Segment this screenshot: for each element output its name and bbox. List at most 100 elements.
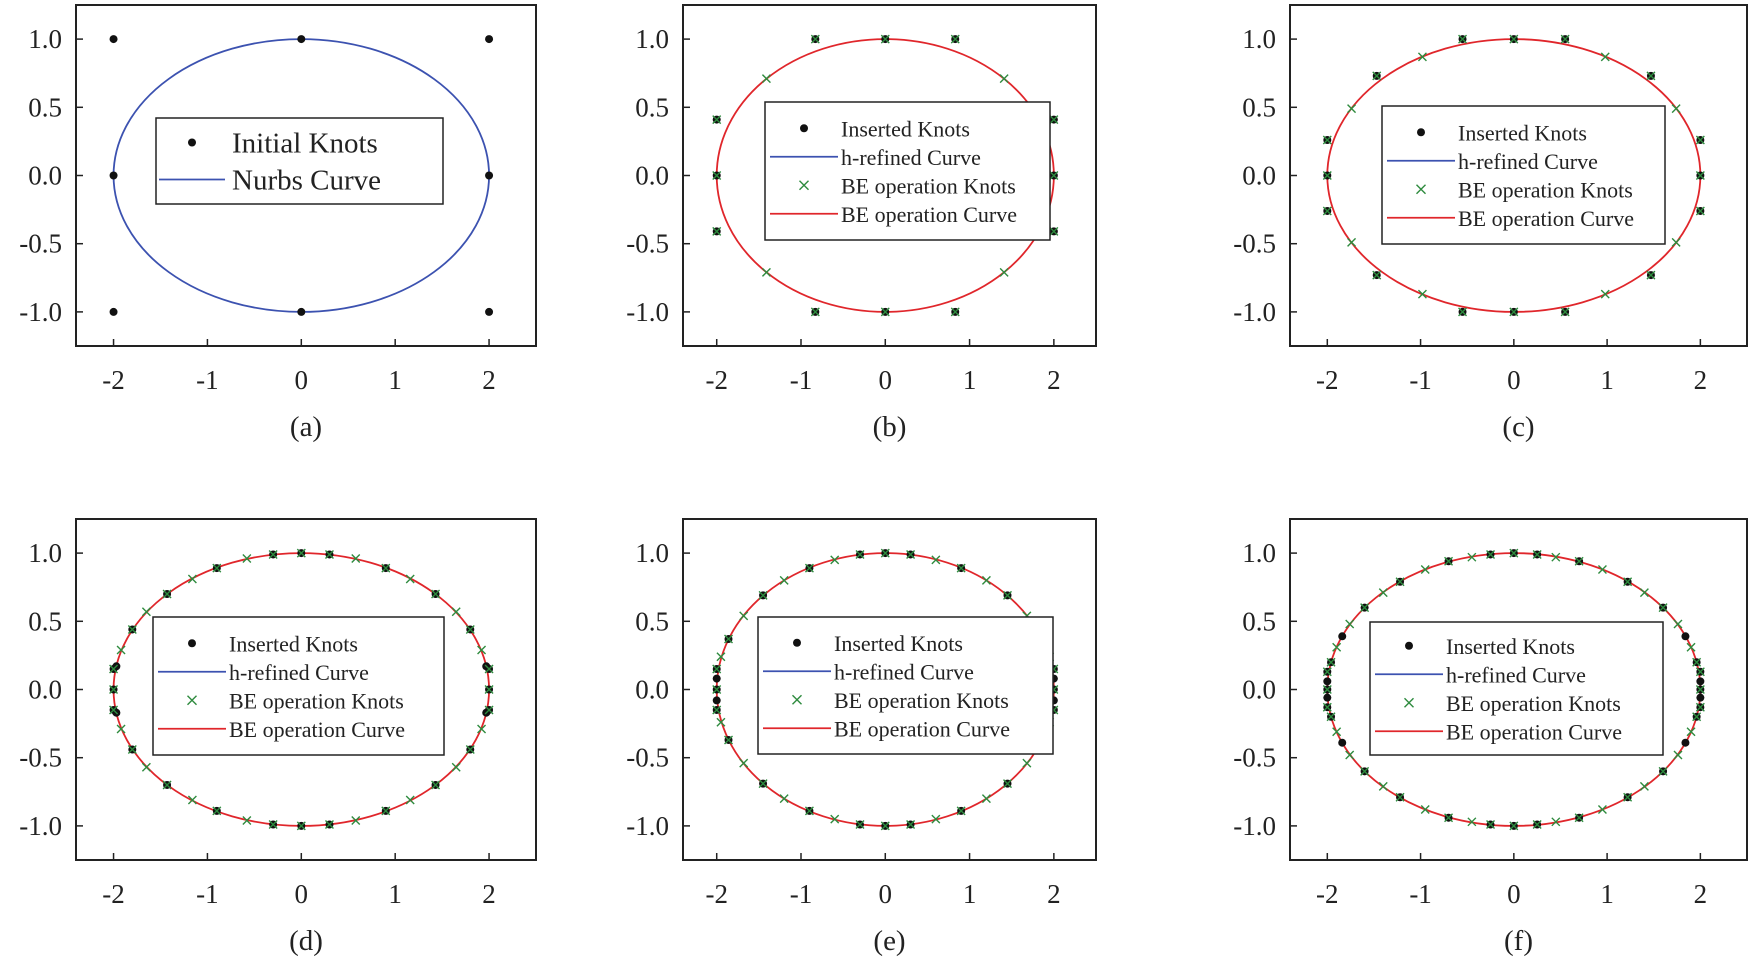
y-tick-label: 0.0 xyxy=(635,161,669,191)
be-operation-knot-point xyxy=(141,762,151,772)
be-operation-knot-point xyxy=(1600,52,1610,62)
panel-caption: (c) xyxy=(1502,411,1534,443)
be-operation-knot-point xyxy=(830,555,840,565)
be-operation-knot-point xyxy=(1560,34,1570,44)
be-operation-knot-point xyxy=(1509,821,1519,831)
be-operation-knot-point xyxy=(141,607,151,617)
y-tick-label: 0.0 xyxy=(28,161,62,191)
x-tick-label: 0 xyxy=(879,879,893,909)
chart-panel-b: 1.0 0.5 0.0 -0.5 -1.0 -2 -1 0 1 2 Inserted Knots h-… xyxy=(626,4,1097,443)
be-operation-knot-point xyxy=(451,607,461,617)
initial-knot-point xyxy=(109,307,118,316)
be-operation-knot-point xyxy=(1332,727,1342,737)
be-operation-knot-point xyxy=(1671,237,1681,247)
legend-x-symbol xyxy=(1416,184,1426,195)
be-operation-knot-point xyxy=(999,74,1009,84)
be-operation-knot-point xyxy=(716,652,726,662)
be-operation-knot-point xyxy=(1686,727,1696,737)
legend: Inserted Knots h-refined Curve BE operatio… xyxy=(757,616,1054,755)
be-operation-knot-point xyxy=(931,555,941,565)
be-operation-knot-point xyxy=(405,574,415,584)
x-tick-label: 2 xyxy=(482,879,496,909)
be-operation-knot-point xyxy=(779,794,789,804)
be-operation-knot-point xyxy=(1049,171,1059,180)
be-operation-knot-point xyxy=(431,780,441,790)
initial-knot-point xyxy=(297,307,306,316)
be-operation-knot-point xyxy=(1658,766,1668,776)
be-operation-knot-point xyxy=(1378,588,1388,598)
be-operation-knot-point xyxy=(465,745,475,755)
legend-box xyxy=(1381,105,1666,245)
be-operation-knot-point xyxy=(810,34,820,44)
x-tick-label: 0 xyxy=(1507,879,1521,909)
be-operation-knot-point xyxy=(1509,548,1519,558)
legend-box xyxy=(155,117,444,205)
y-tick-label: -1.0 xyxy=(626,811,669,841)
x-tick-label: -2 xyxy=(705,879,728,909)
legend-box xyxy=(152,616,445,756)
be-operation-knot-point xyxy=(1486,820,1496,830)
be-operation-knot-point xyxy=(761,267,771,277)
legend-dot-symbol xyxy=(188,138,196,147)
legend-label: Inserted Knots xyxy=(1446,634,1575,659)
be-operation-knot-point xyxy=(779,575,789,585)
be-operation-knot-point xyxy=(1360,766,1370,776)
y-tick-label: 0.0 xyxy=(1242,675,1276,705)
be-operation-knot-point xyxy=(724,735,734,745)
be-operation-knot-point xyxy=(1003,590,1012,600)
be-operation-knot-point xyxy=(1022,758,1032,768)
legend-label: BE operation Knots xyxy=(1458,177,1633,202)
be-operation-knot-point xyxy=(1551,817,1561,827)
be-operation-knot-point xyxy=(1420,805,1430,815)
y-tick-label: 1.0 xyxy=(635,24,669,54)
legend-label: BE operation Knots xyxy=(229,688,404,713)
be-operation-knot-point xyxy=(880,34,890,44)
be-operation-knot-point xyxy=(999,267,1009,277)
be-operation-knot-point xyxy=(712,664,722,674)
y-tick-label: -0.5 xyxy=(626,743,669,773)
x-tick-label: -2 xyxy=(102,365,125,395)
be-operation-knot-point xyxy=(758,779,768,789)
be-operation-knot-point xyxy=(484,664,494,674)
be-operation-knot-point xyxy=(855,549,865,559)
panel-caption: (a) xyxy=(290,411,322,443)
be-operation-knot-point xyxy=(1574,813,1584,823)
be-operation-knot-point xyxy=(1597,805,1607,815)
be-operation-knot-point xyxy=(296,821,306,831)
x-tick-label: 1 xyxy=(388,879,402,909)
be-operation-knot-point xyxy=(981,575,991,585)
be-operation-knot-point xyxy=(1695,667,1705,677)
legend-dot-symbol xyxy=(188,639,196,648)
legend-dot-symbol xyxy=(800,124,808,133)
be-operation-knot-point xyxy=(1658,603,1668,613)
be-operation-knot-point xyxy=(981,794,991,804)
legend-label: Inserted Knots xyxy=(229,631,358,656)
be-operation-knot-point xyxy=(1458,34,1468,44)
y-tick-label: -1.0 xyxy=(1233,811,1276,841)
be-operation-knot-point xyxy=(1509,34,1519,44)
y-tick-label: 0.5 xyxy=(28,606,62,636)
x-tick-label: -1 xyxy=(1409,365,1432,395)
legend-label: h-refined Curve xyxy=(1446,662,1586,687)
inserted-knot-point xyxy=(1681,632,1690,641)
be-operation-knot-point xyxy=(724,634,734,644)
be-operation-knot-point xyxy=(1372,270,1382,280)
inserted-knot-point xyxy=(1681,738,1690,747)
be-operation-knot-point xyxy=(804,563,814,573)
be-operation-knot-point xyxy=(1509,307,1519,317)
legend-label: Inserted Knots xyxy=(834,631,963,656)
legend-dot-symbol xyxy=(1417,128,1425,137)
be-operation-knot-point xyxy=(477,645,487,655)
be-operation-knot-point xyxy=(109,705,119,715)
inserted-knot-point xyxy=(712,696,721,705)
legend-label: BE operation Curve xyxy=(1446,719,1622,744)
be-operation-knot-point xyxy=(712,171,722,180)
be-operation-knot-point xyxy=(1673,619,1683,629)
x-tick-label: 2 xyxy=(1047,879,1061,909)
y-tick-label: -1.0 xyxy=(19,811,62,841)
initial-knot-point xyxy=(485,171,494,180)
panel-caption: (d) xyxy=(289,925,323,957)
be-operation-knot-point xyxy=(1623,792,1633,802)
be-operation-knot-point xyxy=(906,549,916,559)
x-tick-label: -2 xyxy=(705,365,728,395)
